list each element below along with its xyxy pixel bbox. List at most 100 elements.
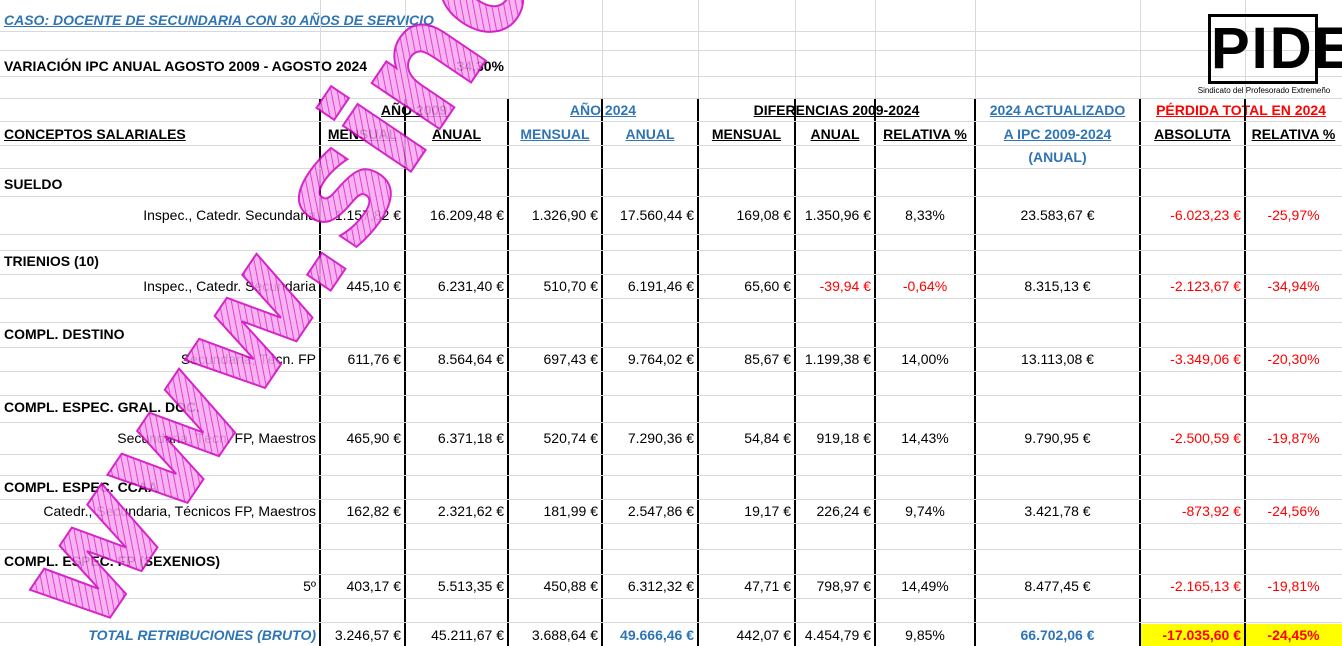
total-cell-text: 4.454,79 € xyxy=(804,627,871,643)
value-cell: 8.315,13 € xyxy=(975,275,1140,297)
total-cell-text: 3.688,64 € xyxy=(531,627,598,643)
total-cell-text: 49.666,46 € xyxy=(620,627,694,643)
column-border xyxy=(874,98,876,646)
value-cell-text: 6.312,32 € xyxy=(627,578,694,594)
column-header: A IPC 2009-2024 xyxy=(975,123,1140,145)
case-title-text: CASO: DOCENTE DE SECUNDARIA CON 30 AÑOS … xyxy=(4,12,434,28)
group-header-text: DIFERENCIAS 2009-2024 xyxy=(753,102,920,118)
value-cell: 520,74 € xyxy=(508,427,602,449)
grid-line xyxy=(0,145,1342,146)
column-note-text: (ANUAL) xyxy=(1028,149,1087,165)
value-cell-text: 450,88 € xyxy=(543,578,599,594)
value-cell-text: 919,18 € xyxy=(816,430,872,446)
value-cell: 510,70 € xyxy=(508,275,602,297)
value-cell-text: -39,94 € xyxy=(819,278,871,294)
value-cell-text: 7.290,36 € xyxy=(627,430,694,446)
grid-line xyxy=(508,0,509,98)
grid-line xyxy=(0,347,1342,348)
column-header: MENSUAL xyxy=(698,123,795,145)
value-cell-text: 54,84 € xyxy=(744,430,791,446)
value-cell-text: -6.023,23 € xyxy=(1170,207,1241,223)
value-cell-text: -3.349,06 € xyxy=(1170,351,1241,367)
total-cell: 66.702,06 € xyxy=(975,624,1140,646)
value-cell: 1.199,38 € xyxy=(795,348,875,370)
group-header: 2024 ACTUALIZADO xyxy=(975,99,1140,121)
grid-line xyxy=(0,395,1342,396)
value-cell-text: 6.231,40 € xyxy=(437,278,504,294)
grid-line xyxy=(0,250,1342,251)
value-cell-text: -19,81% xyxy=(1267,578,1320,594)
value-cell: 13.113,08 € xyxy=(975,348,1140,370)
section-item: Inspec., Catedr. Secundaria xyxy=(0,275,320,297)
section-name: COMPL. ESPEC. GRAL. DOC. xyxy=(0,396,320,418)
value-cell: -873,92 € xyxy=(1140,500,1245,522)
value-cell-text: 65,60 € xyxy=(744,278,791,294)
value-cell-text: 520,74 € xyxy=(543,430,599,446)
value-cell: 162,82 € xyxy=(320,500,405,522)
column-header-text: MENSUAL xyxy=(520,126,590,142)
value-cell: -3.349,06 € xyxy=(1140,348,1245,370)
total-cell: 49.666,46 € xyxy=(602,624,698,646)
value-cell-text: 403,17 € xyxy=(346,578,402,594)
logo: PIDE Sindicato del Profesorado Extremeño xyxy=(1190,14,1342,104)
total-cell: 3.688,64 € xyxy=(508,624,602,646)
value-cell: 85,67 € xyxy=(698,348,795,370)
value-cell: 47,71 € xyxy=(698,575,795,597)
ipc-value-text: 34,30% xyxy=(456,58,504,74)
logo-text: PIDE xyxy=(1208,14,1342,84)
grid-line xyxy=(320,0,321,98)
section-name: COMPL. ESPEC. FP (SEXENIOS) xyxy=(0,550,320,572)
value-cell-text: 6.191,46 € xyxy=(627,278,694,294)
column-border xyxy=(319,98,321,646)
total-cell-text: -17.035,60 € xyxy=(1162,627,1241,643)
section-item-text: Secundaria, Técn. FP, Maestros xyxy=(117,430,316,446)
value-cell: -25,97% xyxy=(1245,204,1342,226)
section-name-text: COMPL. DESTINO xyxy=(4,326,125,342)
column-header-text: ANUAL xyxy=(810,126,860,142)
value-cell-text: 16.209,48 € xyxy=(430,207,504,223)
column-header-text: A IPC 2009-2024 xyxy=(1003,126,1112,142)
group-header: PÉRDIDA TOTAL EN 2024 xyxy=(1140,99,1342,121)
section-item-text: Secundaria, Técn. FP xyxy=(180,351,316,367)
value-cell: -2.500,59 € xyxy=(1140,427,1245,449)
value-cell-text: 1.199,38 € xyxy=(804,351,871,367)
value-cell: -39,94 € xyxy=(795,275,875,297)
grid-line xyxy=(0,499,1342,500)
value-cell: 14,49% xyxy=(875,575,975,597)
value-cell: 450,88 € xyxy=(508,575,602,597)
section-item: Secundaria, Técn. FP, Maestros xyxy=(0,427,320,449)
value-cell-text: -19,87% xyxy=(1267,430,1320,446)
section-name: COMPL. ESPEC. CCAA xyxy=(0,476,320,498)
value-cell-text: 8,33% xyxy=(905,207,945,223)
value-cell: 6.371,18 € xyxy=(405,427,508,449)
value-cell-text: 3.421,78 € xyxy=(1024,503,1091,519)
grid-line xyxy=(698,0,699,98)
case-title: CASO: DOCENTE DE SECUNDARIA CON 30 AÑOS … xyxy=(0,9,500,31)
section-name-text: COMPL. ESPEC. FP (SEXENIOS) xyxy=(4,553,221,569)
grid-line xyxy=(0,274,1342,275)
value-cell-text: 19,17 € xyxy=(744,503,791,519)
total-cell: 3.246,57 € xyxy=(320,624,405,646)
section-item: 5º xyxy=(0,575,320,597)
value-cell: 6.191,46 € xyxy=(602,275,698,297)
value-cell: -24,56% xyxy=(1245,500,1342,522)
value-cell: 1.350,96 € xyxy=(795,204,875,226)
grid-line xyxy=(405,0,406,98)
value-cell: 17.560,44 € xyxy=(602,204,698,226)
value-cell: 445,10 € xyxy=(320,275,405,297)
value-cell: 9,74% xyxy=(875,500,975,522)
value-cell: 14,43% xyxy=(875,427,975,449)
value-cell-text: 14,00% xyxy=(901,351,949,367)
concepts-header-text: CONCEPTOS SALARIALES xyxy=(4,126,186,142)
section-item-text: Catedr., Secundaria, Técnicos FP, Maestr… xyxy=(43,503,316,519)
value-cell-text: 510,70 € xyxy=(543,278,599,294)
value-cell: 7.290,36 € xyxy=(602,427,698,449)
value-cell-text: 169,08 € xyxy=(736,207,792,223)
total-cell: 4.454,79 € xyxy=(795,624,875,646)
value-cell: 919,18 € xyxy=(795,427,875,449)
value-cell-text: 181,99 € xyxy=(543,503,599,519)
value-cell: 1.157,82 € xyxy=(320,204,405,226)
value-cell: 65,60 € xyxy=(698,275,795,297)
column-note: (ANUAL) xyxy=(975,146,1140,168)
